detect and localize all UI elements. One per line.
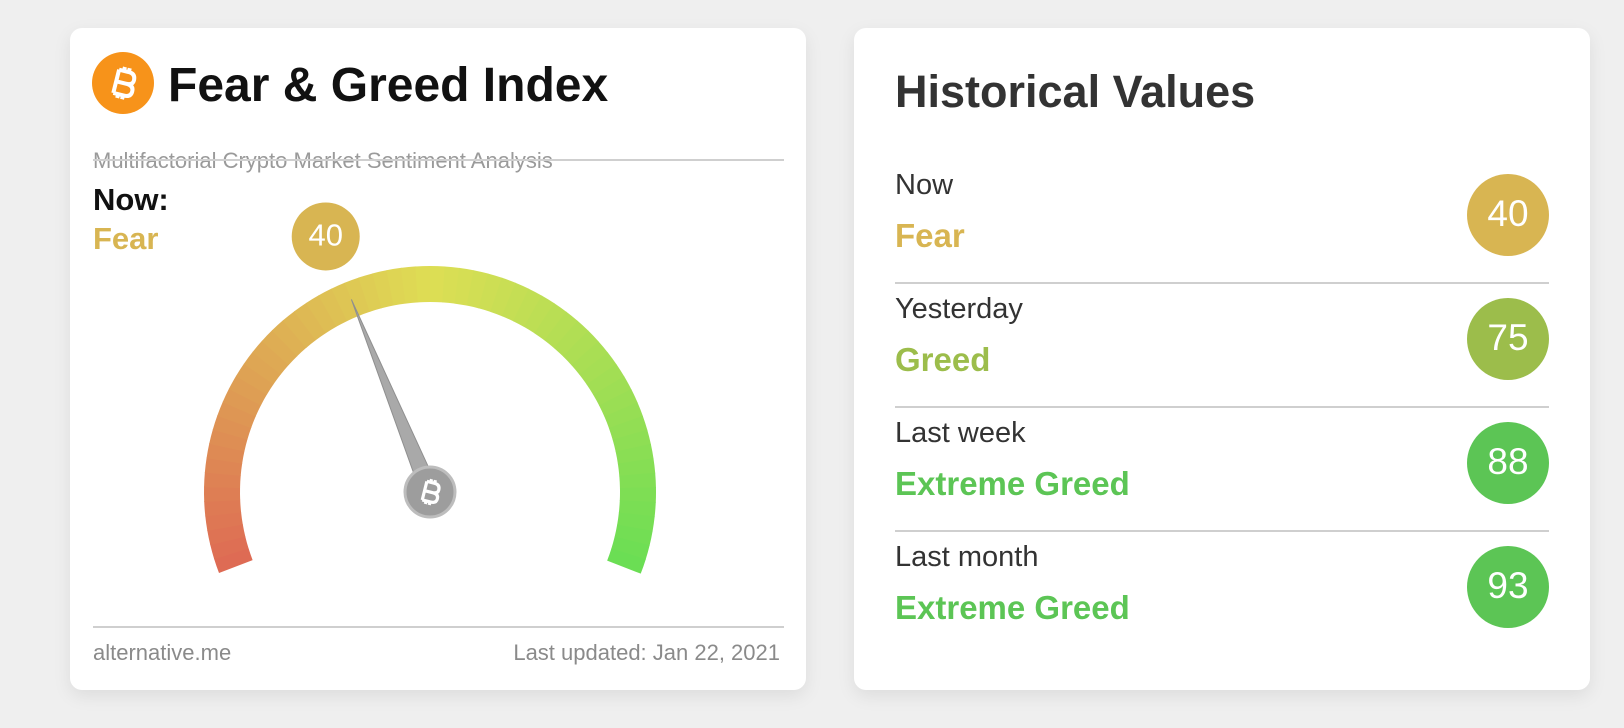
gauge-segment xyxy=(523,295,555,334)
divider xyxy=(93,159,784,161)
history-card: Historical Values 40 75 88 93 Now Fear Yesterd… xyxy=(854,28,1590,690)
gauge-segment xyxy=(593,376,632,407)
gauge-segment xyxy=(571,341,609,376)
divider xyxy=(895,406,1549,408)
divider xyxy=(895,282,1549,284)
gauge-segment xyxy=(611,536,650,560)
history-title: Historical Values xyxy=(895,66,1256,117)
gauge-segment xyxy=(204,499,242,517)
period: Last week xyxy=(895,417,1026,449)
classification: Extreme Greed xyxy=(895,465,1130,502)
gauge-segment xyxy=(282,311,317,349)
value-badge xyxy=(1467,422,1549,504)
gauge-segment xyxy=(619,472,656,489)
gauge-segment xyxy=(617,458,656,477)
gauge-segment xyxy=(204,457,243,476)
gauge-segment xyxy=(501,282,530,322)
last-updated: Last updated: Jan 22, 2021 xyxy=(513,640,780,665)
value-badge-label: 93 xyxy=(1487,565,1528,606)
gauge-segment xyxy=(358,273,383,312)
gauge-segment xyxy=(562,330,599,366)
gauge-segment xyxy=(386,267,407,306)
gauge-segment xyxy=(614,524,653,546)
gauge-segment xyxy=(204,471,241,489)
value-badge-label: 88 xyxy=(1487,441,1528,482)
gauge-segment xyxy=(604,402,644,429)
gauge-segment xyxy=(222,388,262,417)
gauge-segment xyxy=(615,443,654,465)
hub-mark xyxy=(420,478,441,506)
gauge-segment xyxy=(400,266,419,304)
period: Last month xyxy=(895,541,1039,573)
gauge-segment xyxy=(512,288,543,328)
gauge-segment xyxy=(209,429,248,452)
gauge-segment xyxy=(612,429,651,453)
divider xyxy=(895,530,1549,532)
gauge-segment xyxy=(205,511,243,531)
gauge-segment xyxy=(372,270,395,309)
gauge-segment xyxy=(235,363,274,395)
gauge-segment xyxy=(228,375,268,406)
gauge-segment xyxy=(207,523,246,546)
gauge-segment xyxy=(318,288,348,327)
gauge-segment xyxy=(442,266,460,304)
gauge-segment xyxy=(331,282,359,322)
divider xyxy=(93,626,784,628)
value-bubble xyxy=(291,202,360,271)
gauge: 40 xyxy=(92,52,656,574)
gauge-segment xyxy=(553,320,589,357)
value-badge-label: 75 xyxy=(1487,317,1528,358)
gauge-segment xyxy=(617,512,655,532)
gauge-segment xyxy=(214,547,253,573)
gauge-segment xyxy=(210,535,249,560)
now-label: Now: xyxy=(93,182,169,217)
classification: Fear xyxy=(895,217,965,254)
gauge-segment xyxy=(478,273,503,313)
gauge-segment xyxy=(466,270,489,309)
value-badge xyxy=(1467,298,1549,380)
gauge-segment xyxy=(305,295,337,334)
value-badge xyxy=(1467,546,1549,628)
hub-glyph xyxy=(420,478,441,506)
value-badge-label: 40 xyxy=(1487,193,1528,234)
gauge-segment xyxy=(490,277,517,317)
period: Yesterday xyxy=(895,293,1023,325)
gauge-segment xyxy=(252,340,290,375)
gauge-segment xyxy=(586,363,625,396)
gauge-segment xyxy=(293,302,327,341)
gauge-segment xyxy=(217,401,256,429)
gauge-segment xyxy=(212,415,252,440)
classification: Extreme Greed xyxy=(895,589,1130,626)
gauge-segment xyxy=(261,330,298,366)
gauge-segment xyxy=(271,320,307,357)
period: Now xyxy=(895,169,954,201)
source: alternative.me xyxy=(93,640,232,665)
classification: Greed xyxy=(895,341,991,378)
gauge-segment xyxy=(544,311,578,349)
gauge-segment xyxy=(454,267,475,306)
gauge-segment xyxy=(579,352,617,386)
gauge-segment xyxy=(534,303,567,341)
gauge-segment xyxy=(607,548,646,574)
logo-mark xyxy=(111,66,137,100)
gauge-segment xyxy=(608,415,648,441)
history-badges: 40 75 88 93 xyxy=(1467,174,1549,628)
gauge-segment xyxy=(206,443,245,464)
gauge-segment xyxy=(599,389,638,418)
gauge-segment xyxy=(344,277,371,317)
subtitle: Multifactorial Crypto Market Sentiment A… xyxy=(93,148,553,173)
index-card: 40 Fear & Greed Index Multifactorial Cry… xyxy=(70,28,806,690)
classification: Fear xyxy=(93,221,159,256)
gauge-segment xyxy=(618,500,656,518)
value-bubble-label: 40 xyxy=(308,218,342,253)
gauge-segment xyxy=(243,351,282,385)
value-badge xyxy=(1467,174,1549,256)
title: Fear & Greed Index xyxy=(168,59,609,112)
